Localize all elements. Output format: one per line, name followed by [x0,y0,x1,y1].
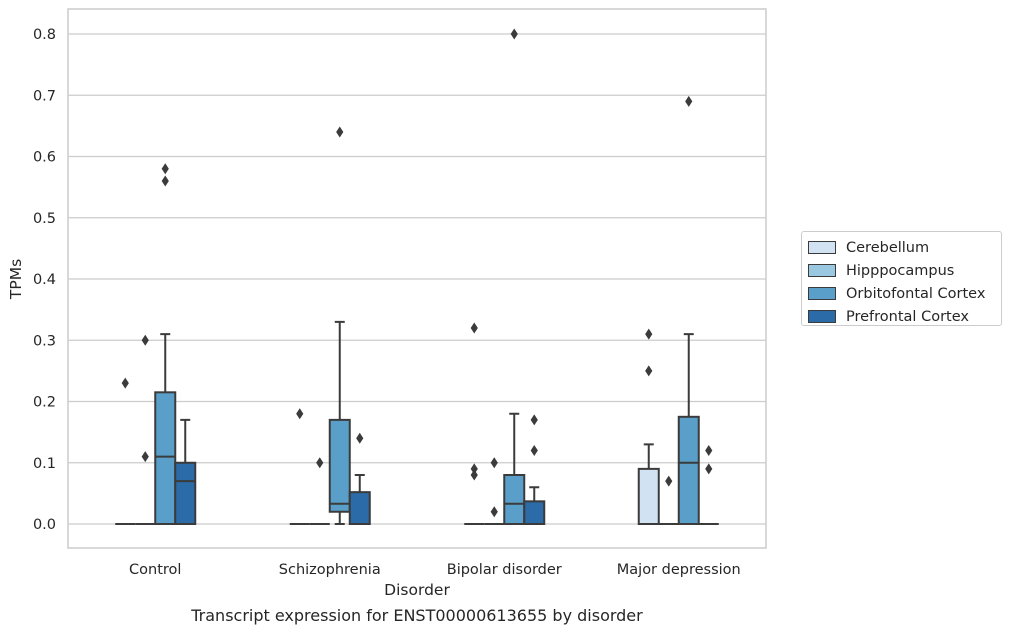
legend-item: Cerebellum [808,236,1001,259]
outlier-point [356,432,364,444]
outlier-point [645,365,653,377]
outlier-point [510,28,518,40]
legend-swatch [808,241,836,254]
box-prefrontal-cortex [523,414,546,525]
box-hipppocampus [309,457,330,525]
y-tick-label: 0.0 [33,517,56,533]
legend-item: Hipppocampus [808,259,1001,282]
legend-swatch [808,287,836,300]
y-axis-ticks: 0.0 0.1 0.2 0.3 0.4 0.5 0.6 0.7 0.8 [33,27,56,533]
legend-item: Prefrontal Cortex [808,305,1001,328]
outlier-point [530,445,538,456]
x-tick-label: Schizophrenia [279,562,381,578]
box-hipppocampus [135,334,156,525]
box [328,418,351,513]
box-prefrontal-cortex [698,445,719,525]
box-prefrontal-cortex [174,418,197,525]
legend-item: Orbitofontal Cortex [808,282,1001,305]
box [503,474,526,525]
legend-swatch [808,264,836,277]
outlier-point [141,451,149,463]
box-plot-area [115,28,719,525]
y-tick-label: 0.5 [33,211,56,227]
legend-label: Cerebellum [846,239,930,256]
box [174,461,197,525]
outlier-point [665,475,673,487]
box [523,500,546,525]
box-cerebellum [115,377,136,525]
y-tick-label: 0.7 [33,88,56,104]
legend-label: Prefrontal Cortex [846,308,969,325]
box-orbitofontal-cortex [677,95,700,525]
outlier-point [490,506,498,518]
box [637,467,660,525]
outlier-point [336,126,344,138]
x-axis-ticks: Control Schizophrenia Bipolar disorder Majo… [129,562,741,578]
box-prefrontal-cortex [348,432,371,525]
outlier-point [121,377,129,389]
y-tick-label: 0.6 [33,150,56,166]
outlier-point [490,457,498,469]
outlier-point [705,463,713,475]
outlier-point [161,175,169,187]
box-hipppocampus [658,475,679,525]
plot-frame [67,8,767,549]
y-tick-label: 0.8 [33,27,56,43]
figure-caption: Transcript expression for ENST0000061365… [191,606,643,625]
outlier-point [645,328,653,340]
outlier-point [685,95,693,107]
box-orbitofontal-cortex [154,163,177,525]
box-cerebellum [289,408,310,525]
legend-label: Orbitofontal Cortex [846,285,986,302]
outlier-point [470,463,478,475]
box-cerebellum [464,322,485,525]
box [154,391,177,525]
y-axis-label: TPMs [7,259,25,300]
outlier-point [470,469,478,481]
x-tick-label: Bipolar disorder [447,562,562,578]
box [348,491,371,525]
box-hipppocampus [484,457,505,525]
legend: Cerebellum Hipppocampus Orbitofontal Corte… [801,231,1002,326]
outlier-point [705,445,713,456]
legend-label: Hipppocampus [846,262,955,279]
box-cerebellum [637,328,660,525]
y-tick-label: 0.4 [33,272,56,288]
y-tick-label: 0.1 [33,456,56,472]
x-tick-label: Control [129,562,181,578]
y-tick-label: 0.3 [33,333,56,349]
outlier-point [470,322,478,334]
y-tick-label: 0.2 [33,395,56,411]
x-tick-label: Major depression [617,562,741,578]
box [677,415,700,525]
box-orbitofontal-cortex [503,28,526,525]
box-orbitofontal-cortex [328,126,351,525]
outlier-point [296,408,304,420]
outlier-point [316,457,324,469]
x-axis-label: Disorder [384,581,450,599]
outlier-point [161,163,169,175]
outlier-point [530,414,538,426]
outlier-point [141,334,149,346]
legend-swatch [808,310,836,323]
